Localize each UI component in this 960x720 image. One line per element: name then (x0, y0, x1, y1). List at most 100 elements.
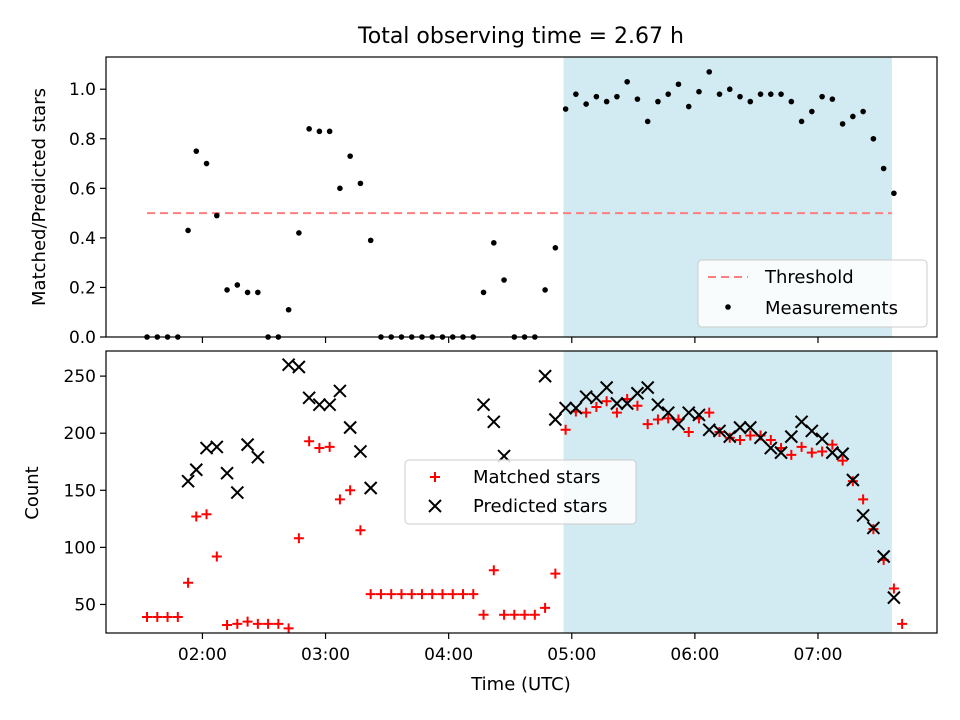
matched-star-point (183, 577, 194, 588)
predicted-star-point (353, 444, 368, 459)
measurement-point (316, 128, 323, 135)
predicted-star-point (181, 474, 195, 488)
chart-title: Total observing time = 2.67 h (357, 24, 684, 49)
predicted-star-point (189, 463, 203, 477)
measurement-point (655, 98, 661, 105)
matched-star-point (211, 551, 222, 562)
matched-star-point (704, 407, 715, 418)
top-y-tick-label: 0.4 (69, 229, 96, 249)
matched-star-point (427, 589, 438, 600)
measurement-point (583, 101, 589, 107)
predicted-star-point (630, 386, 645, 400)
predicted-star-point (743, 420, 757, 435)
matched-star-point (519, 609, 530, 620)
predicted-star-point (856, 508, 870, 523)
bottom-y-tick-label: 50 (74, 595, 96, 615)
predicted-star-point (548, 412, 563, 427)
x-tick-label: 07:00 (793, 645, 842, 665)
measurement-point (480, 289, 487, 296)
measurement-point (552, 244, 559, 251)
bottom-legend-box (404, 459, 637, 525)
matched-star-point (663, 413, 674, 424)
matched-star-point (447, 589, 458, 600)
x-axis-label: Time (UTC) (470, 674, 571, 695)
x-tick-label: 03:00 (301, 645, 350, 665)
predicted-star-point (682, 405, 696, 420)
matched-star-point (652, 414, 663, 425)
measurement-point (850, 113, 856, 120)
measurement-point (747, 98, 754, 105)
predicted-star-point (753, 431, 768, 445)
matched-star-point (478, 609, 489, 620)
measurement-point (185, 227, 191, 234)
bottom-legend: Matched stars Predicted stars (404, 459, 637, 525)
measurement-point (768, 91, 774, 97)
predicted-star-point (363, 481, 378, 495)
legend-predicted-swatch (428, 499, 442, 513)
measurement-point (665, 91, 672, 97)
measurement-point (819, 93, 825, 100)
predicted-star-point (251, 450, 265, 464)
matched-star-point (252, 618, 263, 629)
top-y-tick-label: 1.0 (69, 80, 96, 100)
predicted-star-point (764, 441, 778, 455)
predicted-star-point (312, 397, 327, 412)
matched-star-point (581, 407, 592, 418)
predicted-star-point (599, 380, 614, 395)
measurement-point (757, 91, 764, 97)
matched-star-point (314, 443, 325, 454)
measurement-point (798, 118, 805, 125)
predicted-star-point (487, 415, 501, 429)
measurement-point (285, 306, 292, 313)
matched-star-point (293, 533, 304, 544)
predicted-star-point (610, 396, 624, 411)
matched-star-point (806, 447, 817, 458)
predicted-star-point (640, 380, 655, 395)
top-y-tick-label: 0.0 (69, 328, 96, 348)
bottom-y-axis-label: Count (22, 466, 43, 519)
predicted-star-point (876, 549, 891, 564)
predicted-star-point (620, 396, 634, 411)
predicted-star-point (292, 360, 306, 374)
predicted-star-point (887, 590, 901, 605)
matched-star-point (191, 511, 202, 522)
measurement-point (644, 118, 651, 125)
matched-star-point (499, 609, 510, 620)
top-y-tick-label: 0.6 (69, 179, 96, 199)
matched-star-point (632, 400, 643, 411)
measurement-point (706, 69, 713, 75)
measurement-point (634, 96, 641, 102)
measurement-point (296, 230, 302, 236)
measurement-point (234, 282, 241, 288)
predicted-star-point (333, 384, 347, 398)
measurement-point (193, 148, 200, 154)
matched-star-point (611, 407, 622, 418)
matched-star-point (745, 430, 756, 441)
top-legend-box (697, 259, 928, 328)
predicted-star-point (538, 369, 552, 383)
predicted-star-point (589, 391, 604, 405)
predicted-star-point (692, 408, 706, 422)
legend-predicted-label: Predicted stars (473, 496, 607, 517)
matched-star-point (386, 589, 397, 600)
predicted-star-point (302, 391, 316, 405)
predicted-star-point (651, 397, 665, 412)
measurement-point (491, 240, 497, 246)
matched-star-point (550, 568, 561, 579)
top-y-tick-label: 0.2 (69, 278, 96, 298)
predicted-star-point (210, 440, 224, 454)
top-legend: Threshold Measurements (697, 259, 928, 328)
matched-star-point (786, 449, 797, 460)
matched-star-point (232, 618, 243, 629)
measurement-point (788, 98, 795, 105)
predicted-star-point (240, 437, 255, 452)
predicted-star-point (569, 401, 583, 415)
legend-matched-swatch (430, 472, 440, 482)
matched-star-point (458, 589, 469, 600)
x-tick-label: 02:00 (178, 645, 227, 665)
matched-star-point (142, 612, 153, 623)
predicted-star-point (322, 397, 337, 412)
legend-matched-label: Matched stars (473, 467, 600, 488)
matched-star-point (437, 589, 448, 600)
top-y-axis-label: Matched/Predicted stars (29, 88, 50, 306)
